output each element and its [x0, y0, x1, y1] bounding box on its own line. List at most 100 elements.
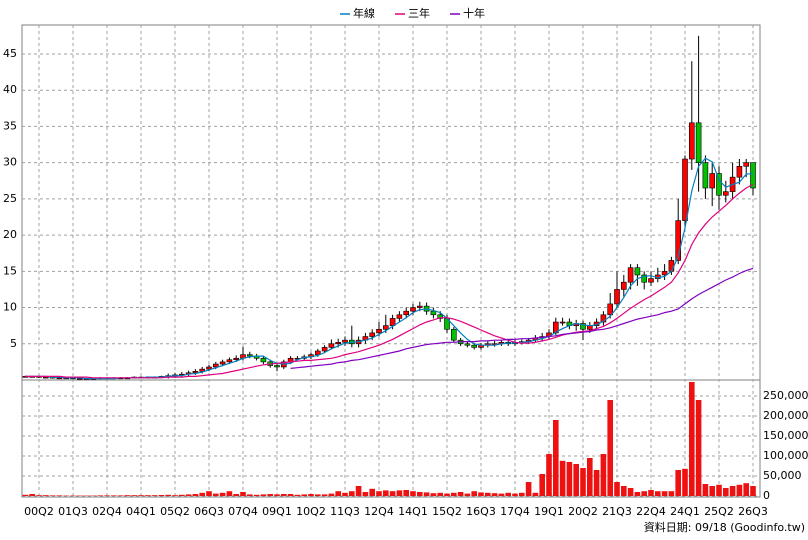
- volume-bar: [498, 493, 505, 496]
- volume-bar: [437, 492, 443, 496]
- volume-bar: [328, 493, 335, 496]
- volume-bar: [362, 492, 369, 496]
- volume-bar: [553, 420, 559, 496]
- volume-bar: [729, 486, 736, 496]
- volume-bar: [138, 495, 144, 496]
- candle-body: [369, 332, 376, 337]
- volume-bar: [655, 491, 661, 496]
- volume-bar: [253, 494, 260, 496]
- candle-body: [213, 363, 219, 368]
- volume-bar: [158, 495, 165, 496]
- candle-body: [607, 303, 614, 316]
- y-tick-label: 10: [3, 301, 17, 314]
- candle-body: [709, 173, 716, 189]
- volume-bar: [546, 454, 552, 496]
- volume-bar: [185, 494, 192, 496]
- candle-body: [688, 122, 695, 160]
- candle-body: [682, 158, 688, 221]
- volume-bar: [240, 492, 246, 496]
- volume-bar: [43, 495, 49, 496]
- candle-body: [396, 314, 403, 319]
- volume-bar: [512, 493, 518, 496]
- candle-body: [736, 165, 743, 178]
- volume-bar: [383, 490, 389, 496]
- volume-bar: [315, 494, 321, 496]
- candle-body: [600, 314, 607, 323]
- volume-bar: [376, 491, 382, 496]
- volume-bar: [593, 470, 600, 496]
- volume-bar: [600, 454, 607, 496]
- candle-body: [716, 173, 722, 196]
- y-tick-label: 20: [3, 228, 17, 241]
- x-tick-label: 00Q2: [24, 505, 54, 518]
- volume-bar: [29, 494, 35, 496]
- volume-bar: [682, 468, 688, 496]
- candle-body: [233, 357, 239, 361]
- volume-bar: [451, 492, 457, 496]
- volume-bar: [471, 491, 477, 496]
- y2-tick-label: 0: [763, 489, 770, 502]
- candle-body: [321, 347, 328, 352]
- candle-body: [641, 274, 648, 283]
- y2-tick-label: 200,000: [763, 409, 808, 422]
- x-tick-label: 06Q3: [194, 505, 224, 518]
- volume-bar: [525, 482, 532, 496]
- candle-body: [42, 376, 49, 379]
- candle-body: [620, 281, 627, 290]
- volume-bar: [723, 488, 729, 496]
- y-tick-label: 15: [3, 264, 17, 277]
- x-tick-label: 24Q1: [670, 505, 700, 518]
- x-tick-label: 07Q4: [228, 505, 258, 518]
- volume-bar: [97, 495, 103, 496]
- volume-bar: [335, 491, 341, 496]
- volume-bar: [627, 488, 634, 496]
- volume-bar: [736, 484, 743, 496]
- volume-bar: [614, 482, 620, 496]
- volume-bar: [539, 474, 545, 496]
- candle-body: [416, 305, 423, 308]
- candle-body: [389, 318, 396, 326]
- candle-body: [675, 220, 682, 261]
- candle-body: [226, 359, 233, 363]
- volume-bar: [321, 494, 328, 496]
- legend-label: 年線: [353, 6, 375, 20]
- volume-bar: [233, 494, 239, 496]
- volume-bar: [444, 493, 450, 496]
- y2-tick-label: 250,000: [763, 389, 808, 402]
- y2-tick-label: 50,000: [763, 469, 802, 482]
- x-tick-label: 14Q1: [398, 505, 428, 518]
- candle-body: [56, 377, 63, 380]
- volume-bar: [491, 493, 498, 496]
- candle-body: [702, 162, 709, 189]
- y2-tick-label: 150,000: [763, 429, 808, 442]
- volume-bar: [124, 495, 131, 496]
- volume-bar: [349, 491, 355, 496]
- volume-bar: [709, 486, 715, 496]
- candle-body: [722, 191, 729, 196]
- volume-bar: [668, 491, 675, 496]
- volume-bar: [689, 382, 695, 496]
- candle-body: [668, 260, 675, 272]
- volume-bar: [573, 464, 579, 496]
- volume-bar: [287, 494, 294, 496]
- candle-body: [471, 344, 478, 348]
- ma-line: [25, 183, 754, 379]
- volume-bar: [49, 495, 56, 496]
- candle-body: [559, 321, 566, 324]
- volume-bar: [648, 490, 654, 496]
- volume-bar: [22, 494, 29, 496]
- y-tick-label: 45: [3, 47, 17, 60]
- y-tick-label: 40: [3, 83, 17, 96]
- volume-bar: [179, 494, 185, 496]
- legend-label: 三年: [408, 6, 430, 20]
- volume-bar: [260, 494, 267, 496]
- volume-bar: [206, 491, 212, 496]
- volume-bar: [369, 488, 375, 496]
- volume-bar: [430, 493, 437, 496]
- volume-bar: [559, 460, 566, 496]
- candle-body: [430, 310, 437, 316]
- y-tick-label: 25: [3, 192, 17, 205]
- ma-line: [290, 267, 754, 369]
- volume-bar: [226, 491, 233, 496]
- volume-bar: [281, 494, 287, 496]
